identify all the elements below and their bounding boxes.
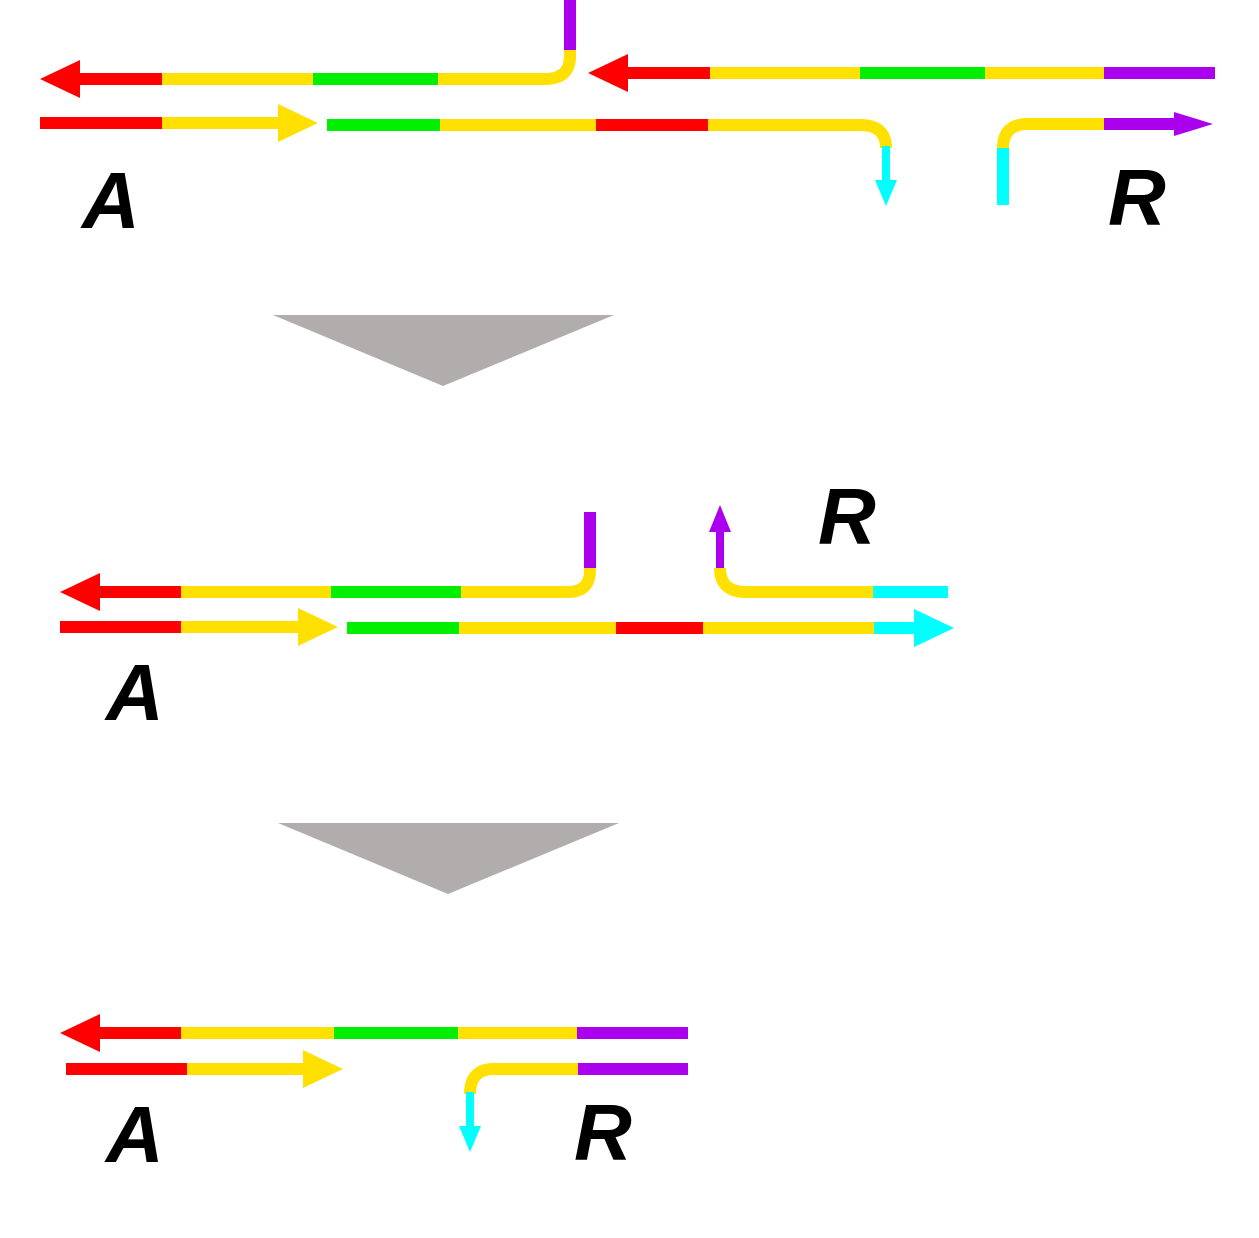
stage-2-top-left-strand <box>60 512 596 611</box>
stage-3-label-a: A <box>104 1090 164 1179</box>
stage-2-label-r: R <box>818 472 876 561</box>
stage-2-label-a: A <box>104 648 164 737</box>
stage-3-label-r: R <box>574 1088 632 1177</box>
stage-1-top-left-strand <box>40 0 576 98</box>
stage-2-bottom-left-strand <box>60 608 338 646</box>
stage-2-top-left-arrowhead <box>60 573 100 611</box>
stage-3-top-left-arrowhead <box>60 1014 100 1052</box>
stage-3-bottom-left-arrowhead <box>303 1050 343 1088</box>
stage-3-cyan-down-arrowhead <box>459 1126 481 1152</box>
stage-1 <box>40 0 1215 206</box>
stage-2-bottom-left-arrowhead <box>298 608 338 646</box>
stage-1-top-right-arrowhead <box>588 54 628 92</box>
stage-1-cyan-down-arrowhead <box>875 180 897 206</box>
stage-1-bottom-left-arrowhead <box>278 104 318 142</box>
stage-3-bottom-right-strand <box>459 1063 688 1152</box>
stage-3 <box>60 1014 688 1152</box>
stage-2-top-right-strand <box>709 505 948 598</box>
stage-2-purple-up-arrowhead <box>709 505 731 532</box>
transition-arrow-2 <box>278 823 619 894</box>
stage-2 <box>60 505 954 647</box>
stage-1-bottom-middle-strand <box>327 119 897 206</box>
stage-1-bottom-left-strand <box>40 104 318 142</box>
stage-1-purple-right-arrowhead <box>1174 112 1213 136</box>
stage-1-label-a: A <box>80 156 140 245</box>
stage-1-bottom-right-strand <box>997 112 1213 205</box>
stage-1-top-left-arrowhead <box>40 60 80 98</box>
stage-3-bottom-left-strand <box>66 1050 343 1088</box>
stage-3-top-strand <box>60 1014 688 1052</box>
stage-1-top-right-strand <box>588 54 1215 92</box>
stage-2-cyan-right-arrowhead <box>914 609 954 647</box>
transition-arrow-1 <box>273 315 614 386</box>
stage-2-bottom-right-strand <box>347 609 954 647</box>
stage-1-label-r: R <box>1108 153 1166 242</box>
